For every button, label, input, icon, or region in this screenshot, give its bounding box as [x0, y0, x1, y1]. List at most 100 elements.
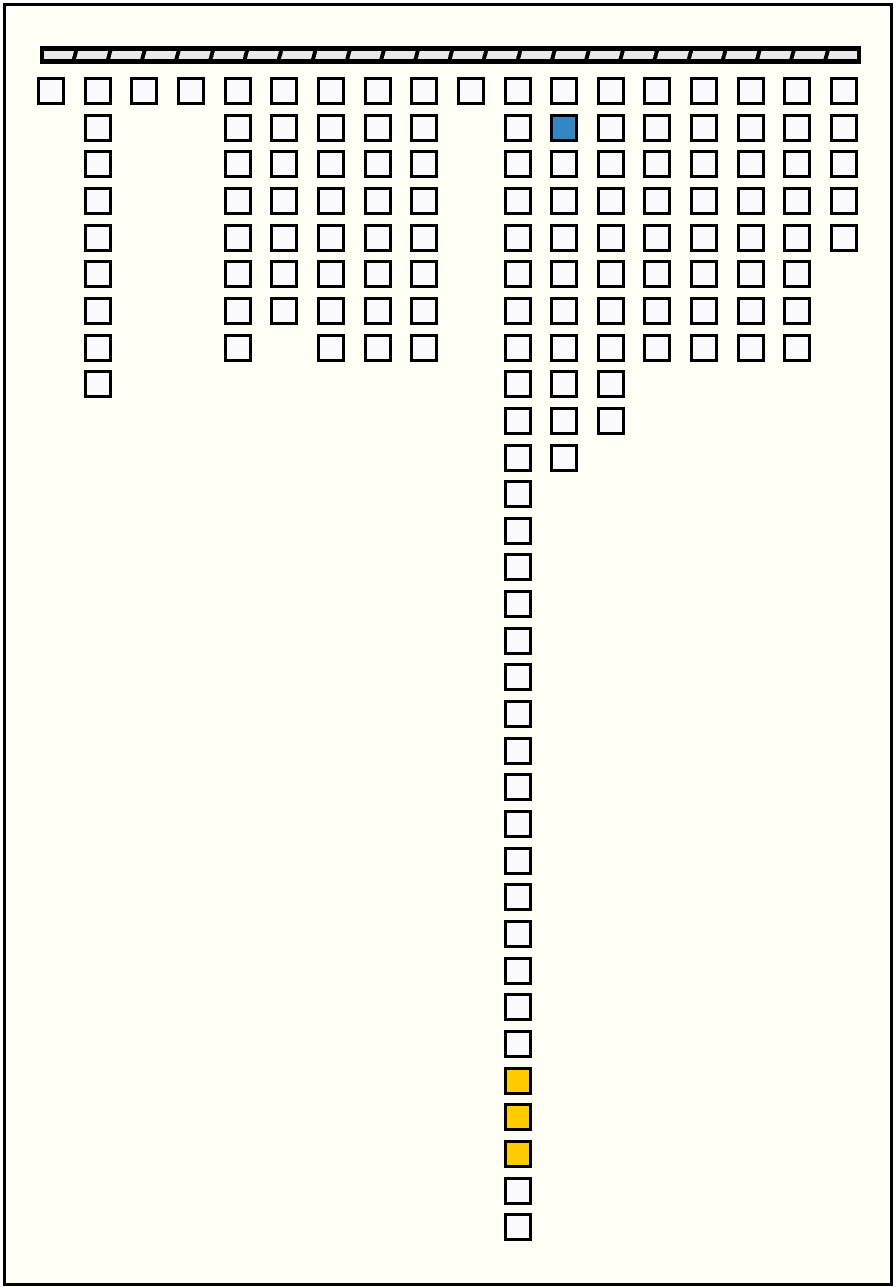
cell[interactable] [596, 223, 625, 252]
cell[interactable] [223, 260, 252, 289]
cell[interactable] [270, 186, 299, 215]
cell[interactable] [130, 77, 159, 105]
cell[interactable] [410, 296, 439, 325]
cell[interactable] [643, 333, 672, 362]
cell[interactable] [503, 370, 532, 399]
cell[interactable] [503, 516, 532, 545]
cell[interactable] [503, 186, 532, 215]
cell[interactable] [690, 333, 719, 362]
cell[interactable] [410, 77, 439, 105]
cell[interactable] [270, 260, 299, 289]
cell[interactable] [410, 186, 439, 215]
cell[interactable] [83, 333, 112, 362]
cell[interactable] [830, 223, 859, 252]
cell[interactable] [503, 773, 532, 802]
cell[interactable] [503, 150, 532, 179]
cell[interactable] [596, 370, 625, 399]
cell[interactable] [363, 223, 392, 252]
cell[interactable] [410, 113, 439, 142]
cell[interactable] [783, 186, 812, 215]
cell[interactable] [736, 260, 765, 289]
cell[interactable] [783, 77, 812, 105]
cell[interactable] [503, 113, 532, 142]
cell[interactable] [223, 223, 252, 252]
cell[interactable] [83, 113, 112, 142]
cell[interactable] [316, 296, 345, 325]
cell[interactable] [223, 77, 252, 105]
cell[interactable] [270, 113, 299, 142]
cell[interactable] [830, 113, 859, 142]
cell[interactable] [223, 296, 252, 325]
cell[interactable] [223, 150, 252, 179]
cell[interactable] [690, 113, 719, 142]
cell[interactable] [363, 260, 392, 289]
cell[interactable] [316, 260, 345, 289]
cell[interactable] [550, 260, 579, 289]
cell[interactable] [830, 150, 859, 179]
cell[interactable] [736, 223, 765, 252]
cell[interactable] [503, 406, 532, 435]
cell[interactable] [643, 150, 672, 179]
cell[interactable] [223, 186, 252, 215]
cell[interactable] [550, 223, 579, 252]
cell[interactable] [503, 736, 532, 765]
cell[interactable] [223, 113, 252, 142]
cell[interactable] [690, 223, 719, 252]
cell[interactable] [503, 223, 532, 252]
cell[interactable] [550, 77, 579, 105]
cell[interactable] [503, 919, 532, 948]
cell[interactable] [830, 77, 859, 105]
cell[interactable] [690, 260, 719, 289]
cell[interactable] [503, 77, 532, 105]
cell[interactable] [316, 186, 345, 215]
cell[interactable] [503, 480, 532, 509]
cell[interactable] [410, 333, 439, 362]
cell[interactable] [363, 333, 392, 362]
cell[interactable] [503, 993, 532, 1022]
cell[interactable] [550, 333, 579, 362]
cell[interactable] [596, 260, 625, 289]
cell[interactable] [503, 296, 532, 325]
cell[interactable] [596, 150, 625, 179]
cell[interactable] [363, 77, 392, 105]
cell[interactable] [736, 186, 765, 215]
cell[interactable] [596, 296, 625, 325]
cell[interactable] [176, 77, 205, 105]
cell[interactable] [736, 77, 765, 105]
cell-highlighted[interactable] [503, 1103, 532, 1132]
cell[interactable] [503, 1029, 532, 1058]
cell[interactable] [503, 1176, 532, 1205]
cell[interactable] [363, 150, 392, 179]
cell[interactable] [503, 626, 532, 655]
cell[interactable] [316, 223, 345, 252]
cell[interactable] [316, 77, 345, 105]
cell[interactable] [596, 186, 625, 215]
cell[interactable] [503, 260, 532, 289]
cell[interactable] [596, 333, 625, 362]
cell[interactable] [83, 296, 112, 325]
cell[interactable] [783, 260, 812, 289]
cell[interactable] [736, 150, 765, 179]
cell[interactable] [690, 296, 719, 325]
cell[interactable] [363, 113, 392, 142]
cell[interactable] [690, 150, 719, 179]
cell[interactable] [643, 223, 672, 252]
cell[interactable] [83, 370, 112, 399]
cell[interactable] [410, 223, 439, 252]
cell[interactable] [503, 700, 532, 729]
cell[interactable] [83, 186, 112, 215]
cell[interactable] [503, 810, 532, 838]
cell[interactable] [783, 296, 812, 325]
cell[interactable] [550, 443, 579, 472]
cell[interactable] [83, 260, 112, 289]
cell-highlighted[interactable] [550, 113, 579, 142]
cell[interactable] [316, 113, 345, 142]
cell[interactable] [456, 77, 485, 105]
cell[interactable] [83, 150, 112, 179]
cell[interactable] [503, 590, 532, 619]
cell[interactable] [270, 77, 299, 105]
cell[interactable] [503, 883, 532, 912]
cell[interactable] [596, 77, 625, 105]
cell[interactable] [783, 150, 812, 179]
cell[interactable] [410, 260, 439, 289]
